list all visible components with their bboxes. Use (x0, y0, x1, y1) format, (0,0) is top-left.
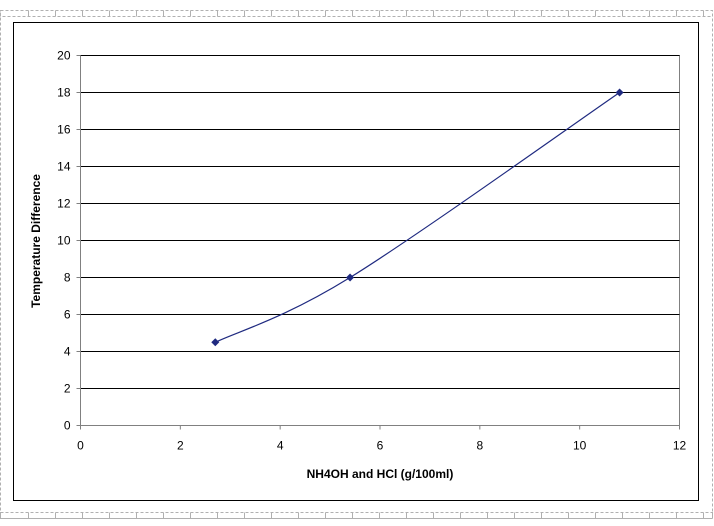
y-tick-label: 10 (57, 234, 71, 248)
series-group (211, 88, 624, 347)
data-point-marker (346, 273, 355, 282)
x-tick-label: 4 (277, 439, 284, 453)
x-axis-title: NH4OH and HCl (g/100ml) (307, 467, 454, 481)
data-point-marker (211, 338, 220, 347)
y-tick-label: 8 (64, 271, 71, 285)
x-tick-label: 8 (476, 439, 483, 453)
y-tick-label: 12 (57, 197, 71, 211)
cell-ticks (28, 10, 704, 519)
y-tick-label: 0 (64, 419, 71, 433)
y-tick-label: 4 (64, 345, 71, 359)
x-tick-label: 12 (673, 439, 687, 453)
series-line (215, 92, 620, 343)
x-tick-label: 6 (377, 439, 384, 453)
y-tick-label: 2 (64, 382, 71, 396)
x-tick-label: 10 (573, 439, 587, 453)
y-tick-label: 16 (57, 123, 71, 137)
y-tick-label: 6 (64, 308, 71, 322)
gridlines (80, 55, 680, 389)
data-point-marker (615, 88, 624, 97)
y-axis-title: Temperature Difference (29, 174, 43, 308)
y-tick-label: 14 (57, 160, 71, 174)
page-cell-borders (0, 10, 713, 519)
y-axis-ticks: 0 2 4 6 8 10 12 14 16 18 20 (57, 49, 81, 433)
y-tick-label: 20 (57, 49, 71, 63)
x-axis-ticks: 0 2 4 6 8 10 12 (77, 425, 687, 453)
x-tick-label: 2 (177, 439, 184, 453)
x-tick-label: 0 (77, 439, 84, 453)
y-tick-label: 18 (57, 86, 71, 100)
